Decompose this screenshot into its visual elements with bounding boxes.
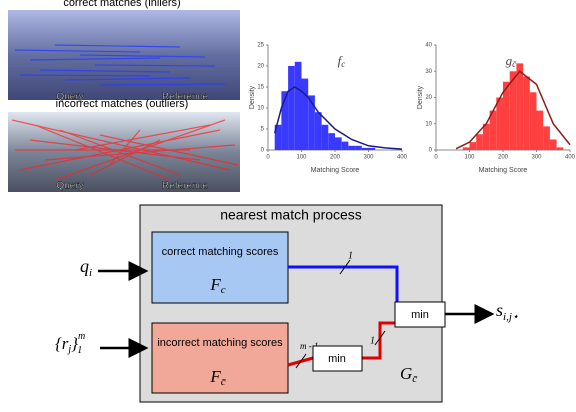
bar: [557, 147, 564, 150]
caption: correct matches (inliers): [63, 0, 180, 9]
edge-label: 1: [370, 335, 375, 346]
symbol-sub: c̄: [221, 376, 226, 388]
x-tick-label: 100: [464, 155, 475, 161]
symbol-base: q: [80, 256, 89, 276]
bar: [302, 79, 309, 150]
symbol-sub: c: [221, 284, 226, 296]
y-axis-label: Density: [249, 85, 256, 109]
bar: [288, 66, 295, 150]
bar: [543, 126, 550, 150]
bar: [369, 148, 376, 150]
symbol-base: s: [496, 300, 503, 320]
curve-label: gc̄: [506, 53, 517, 69]
x-tick-label: 0: [266, 155, 270, 161]
y-tick-label: 5: [261, 127, 265, 133]
min-label: min: [328, 353, 346, 365]
label-sub: c̄: [512, 59, 517, 69]
incorrect-box-text: incorrect matching scores: [157, 337, 283, 349]
bar: [322, 125, 329, 150]
bar: [550, 140, 557, 151]
y-tick-label: 40: [425, 43, 432, 49]
bar: [355, 146, 362, 150]
reference-label: Reference: [162, 181, 209, 192]
x-tick-label: 0: [434, 155, 438, 161]
bar: [537, 111, 544, 150]
bar: [516, 63, 523, 150]
caption: incorrect matches (outliers): [56, 98, 189, 110]
output-s: si,j⋆: [496, 300, 519, 322]
x-tick-label: 400: [565, 155, 576, 161]
symbol-base: {r: [55, 334, 69, 353]
symbol-base: F: [209, 275, 221, 294]
bar: [496, 98, 503, 151]
edge-label: 1: [348, 250, 353, 261]
y-tick-label: 15: [257, 85, 264, 91]
x-axis-label: Matching Score: [311, 167, 360, 174]
y-tick-label: 10: [257, 106, 264, 112]
symbol-sup: m: [78, 331, 85, 342]
symbol-base: F: [209, 367, 221, 386]
bar: [523, 77, 530, 151]
symbol-sub: i: [89, 267, 92, 279]
y-tick-label: 25: [257, 43, 264, 49]
bar: [470, 142, 477, 150]
symbol-base: G: [400, 364, 412, 383]
x-tick-label: 100: [296, 155, 307, 161]
photo-inliers: [8, 10, 240, 100]
correct-box-text: correct matching scores: [162, 246, 279, 258]
bar: [348, 146, 355, 150]
bar: [335, 137, 342, 150]
x-axis-label: Matching Score: [479, 167, 528, 174]
y-tick-label: 0: [429, 148, 433, 154]
x-tick-label: 200: [330, 155, 341, 161]
y-tick-label: 20: [257, 64, 264, 70]
curve-label: fc: [338, 53, 346, 69]
bar: [328, 133, 335, 150]
label-sub: c: [341, 59, 345, 69]
bar: [530, 92, 537, 150]
min-label: min: [411, 309, 429, 321]
bar: [476, 134, 483, 150]
y-tick-label: 30: [425, 69, 432, 75]
bar: [315, 112, 322, 150]
x-tick-label: 200: [498, 155, 509, 161]
y-tick-label: 20: [425, 95, 432, 101]
y-tick-label: 0: [261, 148, 265, 154]
y-axis-label: Density: [417, 85, 424, 109]
symbol-sub: c̄: [412, 373, 417, 385]
query-label: Query: [56, 181, 83, 192]
x-tick-label: 300: [531, 155, 542, 161]
bar: [362, 148, 369, 150]
symbol-sub: i,j⋆: [503, 311, 519, 323]
diagram: nearest match process correct matching s…: [55, 205, 519, 402]
bar: [295, 62, 302, 150]
bar: [463, 147, 470, 150]
process-title: nearest match process: [220, 207, 362, 223]
bar: [342, 142, 349, 150]
x-tick-label: 300: [363, 155, 374, 161]
figure: correct matches (inliers) Query Referenc…: [0, 0, 576, 412]
input-q: qi: [80, 256, 92, 278]
symbol-sub: 1: [77, 345, 82, 356]
x-tick-label: 400: [397, 155, 408, 161]
bar: [483, 124, 490, 150]
y-tick-label: 10: [425, 121, 432, 127]
